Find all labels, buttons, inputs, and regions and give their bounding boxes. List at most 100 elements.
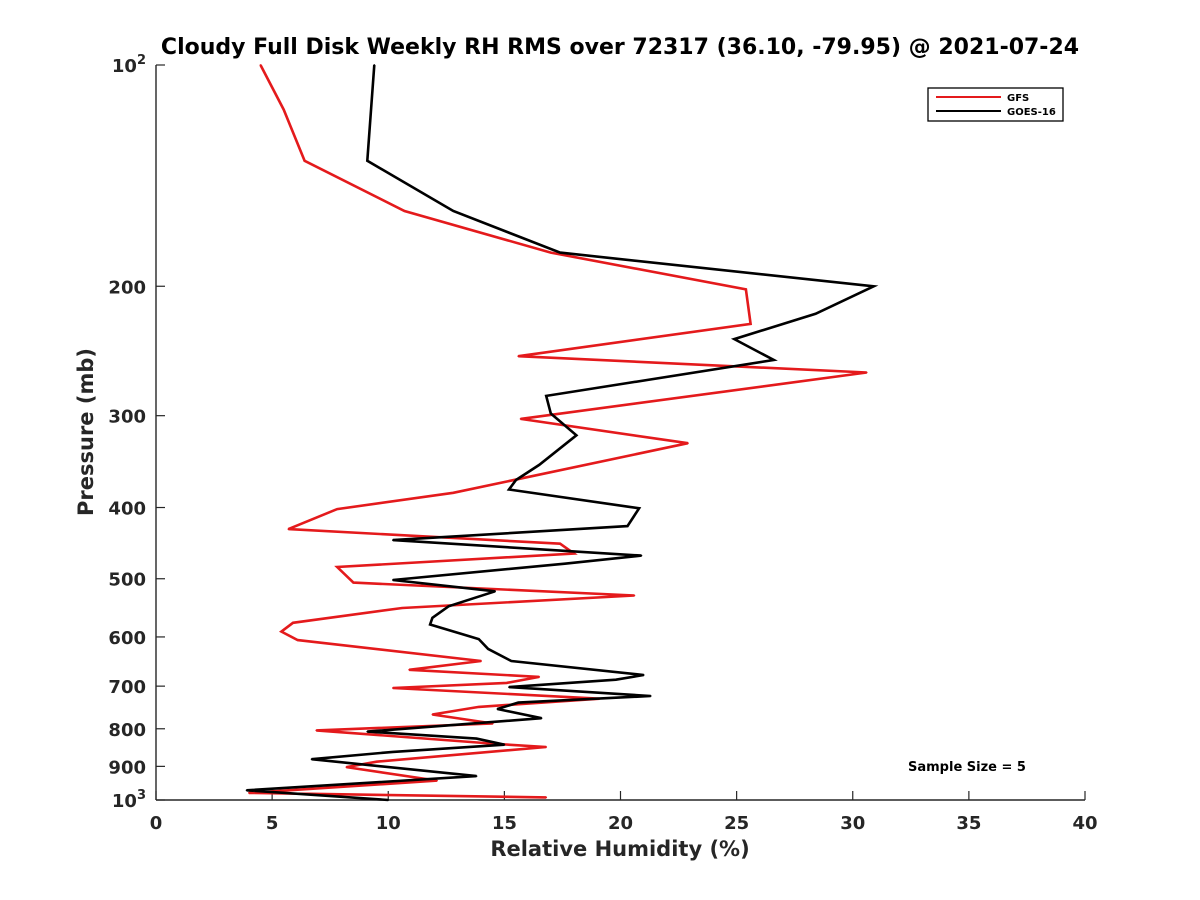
data-point-goes-16 (477, 638, 480, 640)
data-point-goes-16 (503, 743, 506, 746)
data-point-gfs (517, 355, 520, 358)
data-point-gfs (345, 766, 348, 768)
legend-box (927, 87, 1064, 122)
data-point-gfs (436, 779, 438, 782)
data-point-goes-16 (475, 737, 478, 740)
series-line-gfs (248, 64, 867, 799)
x-tick-label: 25 (724, 813, 749, 834)
data-point-goes-16 (649, 695, 652, 697)
data-point-gfs (545, 746, 548, 748)
data-point-gfs (452, 491, 455, 494)
x-axis-ticks: 0 5 10 15 20 25 30 35 40 (150, 791, 1098, 834)
data-point-gfs (282, 108, 285, 111)
y-axis-label: Pressure (mb) (74, 348, 98, 516)
y-tick-label: 800 (108, 720, 146, 741)
series-layer (245, 64, 879, 802)
data-point-gfs (431, 713, 434, 716)
data-point-gfs (292, 621, 294, 624)
x-tick-label: 0 (150, 813, 163, 834)
legend: GFS GOES-16 (927, 87, 1064, 122)
data-point-gfs (519, 418, 522, 420)
series-gfs (248, 64, 868, 799)
data-point-goes-16 (429, 623, 431, 626)
data-point-gfs (559, 542, 561, 545)
data-point-gfs (749, 323, 752, 325)
data-point-gfs (745, 288, 747, 291)
data-point-goes-16 (575, 434, 578, 437)
y-axis-ticks: 102 200 300 400 500 600 700 800 900 103 (108, 53, 165, 812)
y-tick-label: 300 (108, 407, 146, 428)
y-tick-label: 103 (112, 788, 146, 812)
data-point-goes-16 (615, 678, 617, 681)
data-point-goes-16 (508, 488, 510, 491)
data-point-goes-16 (545, 395, 548, 397)
data-point-goes-16 (431, 616, 434, 619)
chart-title: Cloudy Full Disk Weekly RH RMS over 7231… (161, 35, 1079, 60)
data-point-gfs (549, 251, 552, 254)
data-point-gfs (375, 760, 378, 763)
data-point-goes-16 (487, 648, 489, 650)
data-point-goes-16 (475, 775, 478, 777)
data-point-goes-16 (245, 789, 248, 792)
data-point-goes-16 (640, 554, 643, 557)
data-point-gfs (505, 682, 508, 684)
data-point-goes-16 (392, 579, 394, 581)
y-tick-label: 700 (108, 677, 146, 698)
data-point-gfs (352, 581, 355, 584)
data-point-gfs (545, 796, 548, 799)
x-tick-label: 35 (956, 813, 981, 834)
data-point-goes-16 (872, 285, 875, 288)
data-point-gfs (296, 639, 299, 641)
y-tick-label: 400 (108, 499, 146, 520)
data-point-goes-16 (638, 507, 640, 510)
y-tick-label: 102 (112, 53, 146, 77)
data-point-gfs (633, 594, 636, 597)
data-point-goes-16 (772, 359, 775, 361)
data-point-gfs (303, 159, 306, 162)
series-line-goes-16 (246, 64, 879, 802)
data-point-goes-16 (626, 525, 629, 527)
data-point-goes-16 (447, 605, 450, 608)
data-point-gfs (408, 668, 411, 671)
data-point-goes-16 (392, 539, 394, 541)
data-point-goes-16 (366, 730, 369, 733)
x-tick-label: 5 (266, 813, 279, 834)
data-point-gfs (865, 371, 868, 374)
x-axis-label: Relative Humidity (%) (490, 837, 749, 861)
data-point-goes-16 (540, 717, 543, 720)
y-tick-label: 200 (108, 277, 146, 298)
y-tick-label: 900 (108, 757, 146, 778)
data-point-gfs (259, 64, 262, 66)
y-tick-label: 600 (108, 628, 146, 649)
data-point-goes-16 (814, 312, 817, 315)
data-point-goes-16 (510, 660, 513, 662)
data-point-gfs (248, 792, 250, 794)
data-point-gfs (336, 508, 339, 510)
x-tick-label: 20 (608, 813, 633, 834)
data-point-goes-16 (452, 210, 455, 212)
data-point-gfs (336, 566, 339, 568)
x-tick-label: 30 (840, 813, 865, 834)
data-point-goes-16 (496, 708, 499, 710)
data-point-gfs (403, 210, 406, 212)
data-point-gfs (315, 729, 318, 732)
data-point-gfs (573, 552, 575, 555)
y-tick-label: 500 (108, 570, 146, 591)
data-point-goes-16 (517, 701, 520, 704)
data-point-gfs (280, 630, 283, 633)
x-tick-label: 10 (376, 813, 401, 834)
series-goes-16 (245, 64, 879, 802)
legend-label-gfs: GFS (1007, 93, 1029, 104)
data-point-goes-16 (563, 562, 566, 565)
data-point-gfs (287, 528, 290, 530)
data-point-goes-16 (373, 64, 376, 66)
data-point-goes-16 (515, 479, 517, 481)
data-point-gfs (538, 676, 541, 678)
data-point-gfs (480, 660, 482, 662)
data-point-gfs (687, 442, 689, 445)
data-point-goes-16 (559, 251, 561, 254)
data-point-gfs (392, 687, 394, 689)
data-point-goes-16 (549, 412, 552, 415)
data-point-goes-16 (387, 799, 390, 801)
